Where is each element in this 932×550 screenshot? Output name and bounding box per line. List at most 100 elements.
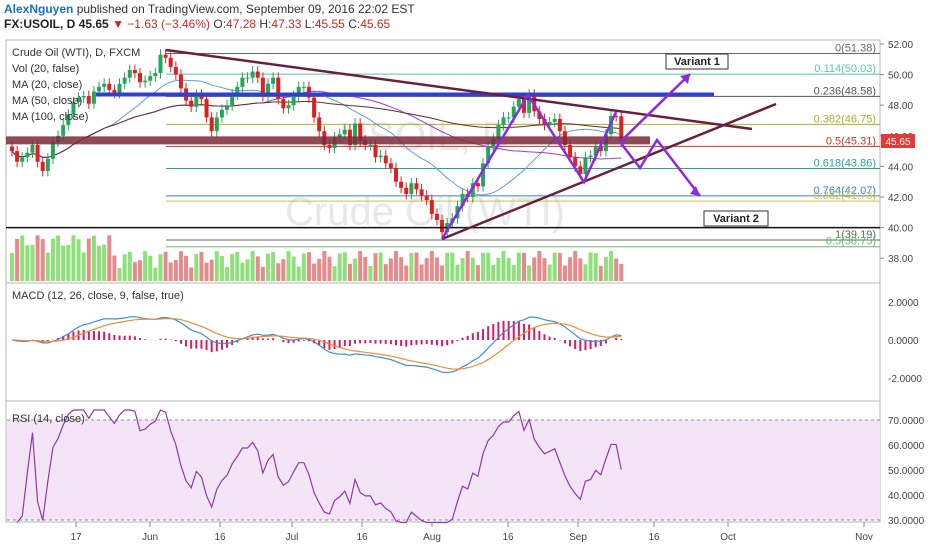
volume-bar (542, 258, 547, 281)
volume-bar (614, 258, 619, 281)
candle-body (199, 94, 204, 100)
volume-bar (368, 265, 373, 281)
candle-body (35, 144, 40, 162)
volume-bar (347, 263, 352, 281)
volume-bar (209, 259, 214, 281)
volume-bar (547, 264, 552, 281)
close-value: 45.65 (360, 17, 391, 31)
time-axis[interactable]: 17 Jun 16 Jul 16 Aug 16 Sep 16 Oct Nov (70, 522, 873, 543)
candle-body (337, 134, 342, 138)
volume-bar (465, 251, 470, 281)
volume-bar (532, 257, 537, 281)
volume-bar (15, 238, 20, 281)
volume-bar (358, 251, 363, 281)
candle-body (81, 96, 86, 98)
volume-bar (496, 257, 501, 281)
variant1-label: Variant 1 (674, 56, 720, 68)
price-tick-label: 52.00 (888, 40, 913, 51)
candle-body (399, 181, 404, 188)
price-tick-label: 40.00 (888, 224, 913, 235)
volume-bar (214, 251, 219, 281)
volume-bar (230, 253, 235, 281)
fib-level-label: 0.114(50.03) (814, 63, 876, 75)
volume-bar (122, 254, 127, 281)
macd-tick-label: 0.0000 (888, 336, 919, 347)
volume-bar (61, 245, 66, 281)
candle-body (552, 118, 557, 123)
volume-bar (30, 245, 35, 281)
candle-body (276, 77, 281, 100)
candle-body (214, 117, 219, 132)
candle-body (45, 158, 50, 171)
price-tick-label: 44.00 (888, 162, 913, 173)
author-link[interactable]: AlexNguyen (4, 2, 74, 16)
volume-bar (219, 256, 224, 281)
candle-body (460, 193, 465, 207)
open-label: O: (213, 17, 227, 31)
candle-body (486, 146, 491, 164)
volume-bar (424, 258, 429, 281)
candle-body (112, 89, 117, 93)
macd-plot: 2.0000 0.0000 -2.0000 (11, 298, 922, 385)
candle-body (429, 200, 434, 214)
time-tick-label: 17 (70, 532, 82, 543)
volume-bar (409, 253, 414, 281)
drawings[interactable] (6, 48, 880, 241)
rsi-tick-label: 70.0000 (888, 416, 925, 427)
variant1-box[interactable] (665, 53, 729, 70)
candle-body (194, 94, 199, 107)
volume-bar (593, 253, 598, 281)
variant1-arrowhead-icon (680, 74, 690, 84)
last-price-tag (881, 134, 915, 148)
fib-level-label: 0.382(41.73) (814, 190, 876, 202)
volume-bar (81, 252, 86, 281)
volume-bar (383, 264, 388, 281)
variant2-box[interactable] (703, 210, 769, 227)
volume-bar (286, 251, 291, 281)
candle-body (496, 125, 501, 139)
candle-body (204, 99, 209, 118)
volume-bar (506, 257, 511, 281)
down-arrow-icon: ▼ (112, 17, 124, 31)
volume-bar (516, 252, 521, 281)
candle-body (168, 57, 173, 67)
candle-body (225, 105, 230, 110)
candle-body (327, 144, 332, 149)
volume-bar (296, 266, 301, 281)
candle-body (102, 83, 107, 87)
up-trendline (441, 102, 777, 241)
candle-body (424, 195, 429, 201)
candle-body (434, 213, 439, 220)
volume-bar (91, 235, 96, 281)
candle-body (353, 123, 358, 145)
last-price-tag-text: 45.65 (885, 137, 910, 148)
candle-body (414, 183, 419, 190)
candle-body (583, 157, 588, 175)
rsi-plot: 70.0000 60.0000 50.0000 40.0000 30.0000 (16, 409, 925, 527)
candle-body (404, 187, 409, 194)
fib-level-label: 0.5(38.75) (826, 236, 876, 248)
candle-body (91, 91, 96, 104)
candle-body (260, 77, 265, 97)
volume-bar (394, 251, 398, 281)
volume-bar (429, 251, 434, 281)
volume-bar (378, 252, 383, 281)
candle-body (255, 71, 260, 78)
candle-body (235, 86, 240, 95)
price-tick-label: 42.00 (888, 193, 913, 204)
candle-body (97, 86, 102, 92)
candle-body (588, 155, 593, 158)
volume-bar (245, 259, 250, 281)
candle-body (163, 54, 168, 58)
candle-body (25, 152, 30, 158)
rsi-band (7, 420, 880, 520)
price-tick-label: 48.00 (888, 101, 913, 112)
price-tick-label: 50.00 (888, 71, 913, 82)
volume-bar (276, 263, 281, 281)
fib-level-label: 0(51.38) (835, 42, 876, 54)
rsi-tick-label: 30.0000 (888, 516, 925, 527)
candle-body (250, 71, 255, 78)
volume-bar (598, 265, 603, 281)
